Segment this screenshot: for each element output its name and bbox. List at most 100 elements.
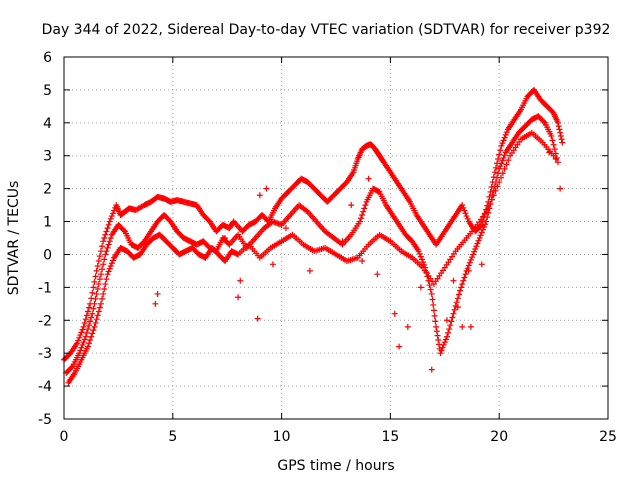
data-point-fill (453, 299, 460, 306)
data-point-fill (426, 282, 433, 289)
data-point-fill (497, 147, 504, 154)
data-point (557, 185, 564, 192)
data-point-fill (120, 227, 127, 234)
data-point-fill (472, 245, 479, 252)
data-point-fill (93, 316, 100, 323)
data-point-fill (464, 215, 471, 222)
data-point (485, 205, 492, 212)
data-point (465, 267, 472, 274)
chart-title: Day 344 of 2022, Sidereal Day-to-day VTE… (42, 22, 611, 38)
data-point-fill (478, 229, 485, 236)
data-point-fill (446, 326, 453, 333)
data-point-fill (505, 157, 512, 164)
data-point (415, 248, 422, 255)
data-point-fill (88, 314, 95, 321)
data-point-fill (101, 286, 108, 293)
data-point-fill (359, 211, 366, 218)
data-point-fill (84, 308, 91, 315)
data-point-fill (104, 225, 111, 232)
data-point-fill (490, 192, 497, 199)
data-point-fill (106, 238, 113, 245)
data-point-fill (480, 224, 487, 231)
data-point-fill (97, 248, 104, 255)
data-point-fill (417, 253, 424, 260)
data-point-fill (95, 308, 102, 315)
data-point-fill (107, 215, 114, 222)
data-point (102, 251, 109, 258)
data-point (391, 310, 398, 317)
data-point-fill (557, 132, 564, 139)
data-point-fill (87, 337, 94, 344)
axis-ticks: 0 5 10 15 20 25 -5 -4 -3 -2 -1 0 1 2 3 4 5 6 (38, 50, 617, 445)
data-point (84, 343, 91, 350)
data-point-fill (501, 134, 508, 141)
y-tick-label: -2 (38, 313, 52, 329)
data-point (95, 281, 102, 288)
data-point-fill (495, 156, 502, 163)
y-tick-label: 4 (43, 116, 52, 132)
data-point-fill (461, 274, 468, 281)
x-tick-label: 15 (381, 429, 399, 445)
data-point-fill (103, 276, 110, 283)
data-point (254, 315, 261, 322)
data-point-fill (482, 221, 489, 228)
data-point-fill (102, 281, 109, 288)
x-tick-label: 5 (168, 429, 177, 445)
data-point-fill (105, 221, 112, 228)
data-point-fill (500, 154, 507, 161)
data-point-fill (475, 237, 482, 244)
data-point-fill (473, 243, 480, 250)
data-point-fill (549, 137, 556, 144)
data-point (483, 218, 490, 225)
data-point-fill (433, 328, 440, 335)
y-tick-label: -5 (38, 412, 52, 428)
data-point-fill (92, 273, 99, 280)
data-point-fill (105, 268, 112, 275)
data-point (548, 132, 555, 139)
data-point-fill (492, 187, 499, 194)
data-point-fill (461, 207, 468, 214)
data-point (100, 238, 107, 245)
data-point-fill (83, 329, 90, 336)
data-point-fill (89, 289, 96, 296)
data-point-fill (99, 243, 106, 250)
data-point-fill (92, 295, 99, 302)
data-point-fill (441, 339, 448, 346)
data-point (89, 310, 96, 317)
y-tick-label: 5 (43, 83, 52, 99)
data-point-fill (429, 296, 436, 303)
data-point (374, 271, 381, 278)
data-point (437, 350, 444, 357)
y-tick-label: 2 (43, 182, 52, 198)
data-point-fill (434, 332, 441, 339)
data-point (467, 323, 474, 330)
data-point (554, 119, 561, 126)
data-point (443, 333, 450, 340)
data-point (91, 323, 98, 330)
y-tick-label: 3 (43, 149, 52, 165)
data-point (559, 139, 566, 146)
y-tick-label: 6 (43, 50, 52, 66)
data-point (404, 323, 411, 330)
data-point-fill (445, 329, 452, 336)
data-point (93, 267, 100, 274)
data-point-fill (474, 240, 481, 247)
data-point-fill (86, 304, 93, 311)
y-tick-label: -1 (38, 280, 52, 296)
data-point-fill (76, 334, 83, 341)
data-point-fill (466, 259, 473, 266)
data-point-fill (101, 235, 108, 241)
data-point-fill (458, 284, 465, 291)
data-point-fill (108, 213, 115, 220)
data-point-fill (492, 164, 499, 171)
data-point (365, 175, 372, 182)
data-point-fill (462, 210, 469, 217)
data-point-fill (93, 290, 100, 297)
data-point (476, 235, 483, 241)
data-point (428, 366, 435, 373)
data-point-fill (427, 286, 434, 293)
data-point-fill (502, 131, 509, 138)
data-point (459, 202, 466, 209)
data-point-fill (442, 336, 449, 343)
